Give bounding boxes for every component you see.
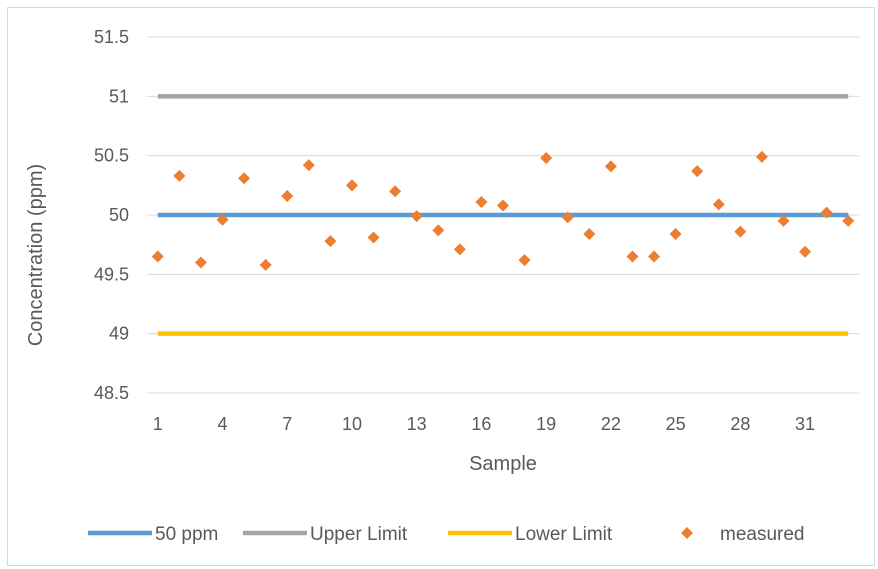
measured-point bbox=[604, 160, 617, 173]
legend: 50 ppm Upper Limit Lower Limit measured bbox=[88, 524, 805, 545]
chart-frame bbox=[7, 7, 875, 566]
y-tick-labels: 48.5 49 49.5 50 50.5 51 51.5 bbox=[94, 27, 129, 403]
measured-points bbox=[151, 150, 855, 271]
measured-point bbox=[259, 258, 272, 271]
measured-point bbox=[540, 152, 553, 165]
legend-label-upper-limit: Upper Limit bbox=[310, 524, 408, 545]
x-tick-label: 19 bbox=[536, 414, 556, 434]
measured-point bbox=[734, 225, 747, 238]
measured-point bbox=[626, 250, 639, 263]
measured-point bbox=[669, 227, 682, 240]
x-tick-label: 25 bbox=[666, 414, 686, 434]
legend-label-lower-limit: Lower Limit bbox=[515, 524, 613, 545]
measured-point bbox=[777, 214, 790, 227]
measured-point bbox=[216, 213, 229, 226]
y-tick-label: 51 bbox=[109, 86, 129, 106]
x-tick-label: 22 bbox=[601, 414, 621, 434]
measured-point bbox=[842, 214, 855, 227]
measured-point bbox=[151, 250, 164, 263]
legend-label-measured: measured bbox=[720, 524, 805, 545]
y-tick-label: 51.5 bbox=[94, 27, 129, 47]
measured-point bbox=[475, 195, 488, 208]
x-axis-title: Sample bbox=[469, 453, 537, 475]
x-tick-label: 28 bbox=[730, 414, 750, 434]
measured-point bbox=[389, 185, 402, 198]
y-tick-label: 49.5 bbox=[94, 264, 129, 284]
y-axis-title: Concentration (ppm) bbox=[25, 164, 47, 346]
y-tick-label: 50 bbox=[109, 205, 129, 225]
measured-point bbox=[648, 250, 661, 263]
x-tick-label: 4 bbox=[218, 414, 228, 434]
x-tick-label: 16 bbox=[471, 414, 491, 434]
measured-point bbox=[755, 150, 768, 163]
measured-point bbox=[712, 198, 725, 211]
y-tick-label: 48.5 bbox=[94, 383, 129, 403]
measured-point bbox=[583, 227, 596, 240]
measured-point bbox=[281, 190, 294, 203]
legend-label-50-ppm: 50 ppm bbox=[155, 524, 218, 545]
x-tick-labels: 1 4 7 10 13 16 19 22 25 28 31 bbox=[153, 414, 815, 434]
x-tick-label: 10 bbox=[342, 414, 362, 434]
measured-point bbox=[367, 231, 380, 244]
measured-point bbox=[497, 199, 509, 212]
measured-point bbox=[302, 159, 315, 172]
measured-point bbox=[518, 254, 531, 267]
measured-point bbox=[345, 179, 358, 192]
measured-point bbox=[691, 165, 704, 178]
measured-point bbox=[799, 245, 812, 258]
y-tick-label: 49 bbox=[109, 324, 129, 344]
measured-point bbox=[194, 256, 207, 269]
legend-swatch-measured bbox=[681, 527, 693, 539]
x-tick-label: 13 bbox=[407, 414, 427, 434]
y-tick-label: 50.5 bbox=[94, 146, 129, 166]
x-tick-label: 7 bbox=[282, 414, 292, 434]
series-lines bbox=[157, 94, 849, 336]
measured-point bbox=[432, 224, 445, 237]
measured-point bbox=[820, 206, 833, 219]
x-tick-label: 31 bbox=[795, 414, 815, 434]
measured-point bbox=[238, 172, 251, 185]
measured-point bbox=[324, 235, 337, 248]
x-tick-label: 1 bbox=[153, 414, 163, 434]
measured-point bbox=[173, 169, 186, 182]
measured-point bbox=[561, 211, 574, 224]
measured-point bbox=[410, 210, 423, 223]
measured-point bbox=[453, 243, 466, 256]
